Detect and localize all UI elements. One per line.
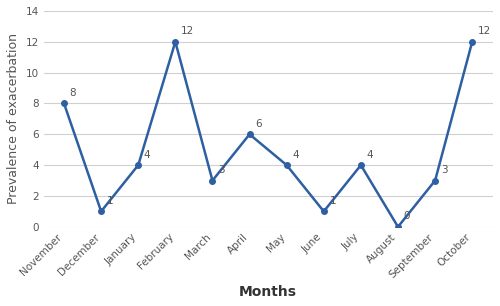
Text: 1: 1 <box>330 196 336 206</box>
X-axis label: Months: Months <box>239 285 297 299</box>
Text: 4: 4 <box>292 150 299 160</box>
Text: 4: 4 <box>144 150 150 160</box>
Text: 4: 4 <box>366 150 373 160</box>
Text: 1: 1 <box>106 196 114 206</box>
Text: 3: 3 <box>440 165 448 175</box>
Text: 0: 0 <box>404 211 410 222</box>
Text: 12: 12 <box>478 26 491 36</box>
Text: 6: 6 <box>255 119 262 129</box>
Text: 3: 3 <box>218 165 224 175</box>
Text: 12: 12 <box>181 26 194 36</box>
Text: 8: 8 <box>70 88 76 98</box>
Y-axis label: Prevalence of exacerbation: Prevalence of exacerbation <box>7 33 20 204</box>
